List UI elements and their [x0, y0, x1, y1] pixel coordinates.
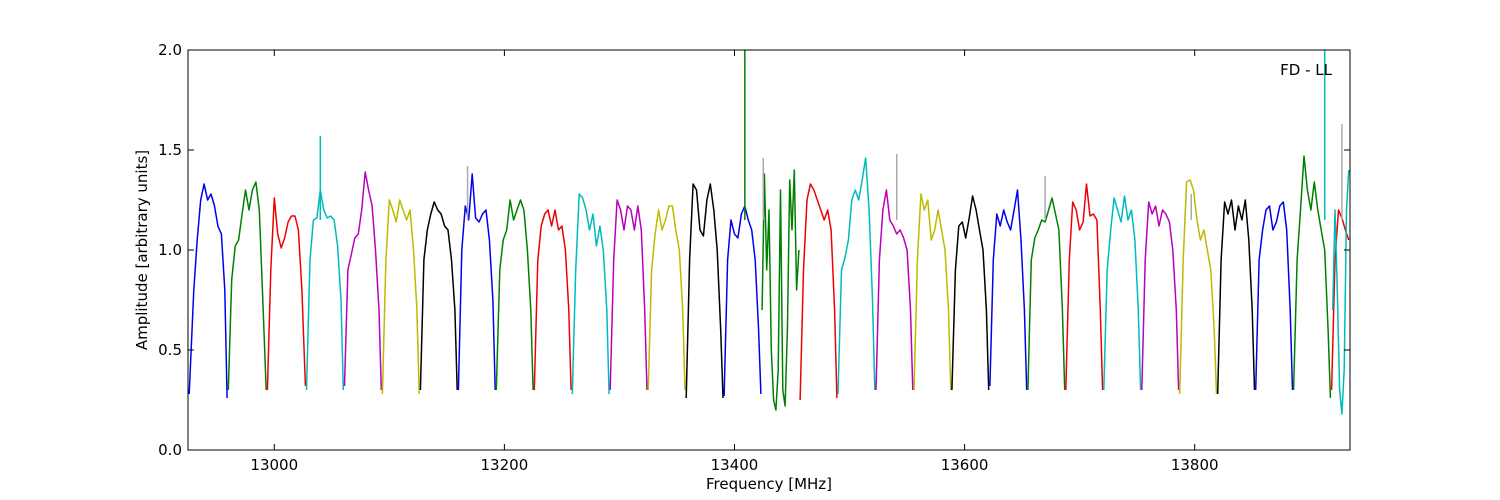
series-line-9	[533, 209, 572, 391]
series-line-10	[571, 193, 610, 395]
series-line-15	[761, 169, 800, 411]
series-line-11	[609, 199, 648, 391]
series-line-16	[799, 183, 838, 401]
plot-area	[187, 49, 1351, 451]
series-line-6	[419, 201, 458, 391]
series-line-3	[305, 189, 345, 391]
series-line-2	[266, 197, 307, 391]
series-line-14	[723, 205, 762, 397]
series-line-27	[1216, 199, 1256, 395]
series-line-1	[227, 181, 267, 391]
x-tick-label-3: 13600	[941, 456, 989, 474]
y-tick-label-4: 2.0	[158, 41, 182, 59]
series-line-25	[1141, 201, 1180, 391]
x-tick-label-1: 13200	[481, 456, 529, 474]
y-axis-label: Amplitude [arbitrary units]	[133, 150, 151, 350]
series-line-17	[837, 157, 876, 395]
series-line-21	[989, 189, 1028, 391]
series-line-12	[647, 205, 686, 391]
x-axis-label: Frequency [MHz]	[706, 475, 832, 493]
plot-annotation: FD - LL	[1280, 61, 1332, 79]
y-tick-label-1: 0.5	[158, 341, 182, 359]
series-line-13	[685, 183, 724, 399]
x-tick-label-2: 13400	[711, 456, 759, 474]
x-tick-label-4: 13800	[1171, 456, 1219, 474]
series-line-22	[1027, 197, 1066, 391]
series-line-26	[1178, 179, 1218, 395]
series-line-18	[875, 189, 914, 391]
series-line-8	[495, 199, 534, 391]
series-line-5	[381, 199, 420, 395]
series-line-4	[343, 171, 383, 391]
series-line-19	[913, 193, 952, 391]
x-axis-ticks: 13000 13200 13400 13600 13800	[250, 50, 1219, 474]
x-tick-label-0: 13000	[250, 456, 298, 474]
series-line-28	[1254, 201, 1294, 391]
y-tick-label-2: 1.0	[158, 241, 182, 259]
y-tick-label-0: 0.0	[158, 441, 182, 459]
series-layer	[188, 155, 1350, 415]
series-line-7	[457, 173, 496, 391]
spike-layer	[319, 50, 1343, 220]
series-line-23	[1065, 183, 1104, 391]
series-line-24	[1103, 195, 1142, 391]
y-tick-label-3: 1.5	[158, 141, 182, 159]
series-line-31	[1331, 169, 1350, 415]
series-line-20	[951, 195, 990, 391]
y-axis-ticks: 0.0 0.5 1.0 1.5 2.0	[158, 41, 1350, 459]
series-line-29	[1292, 155, 1332, 399]
series-line-0	[188, 183, 228, 399]
